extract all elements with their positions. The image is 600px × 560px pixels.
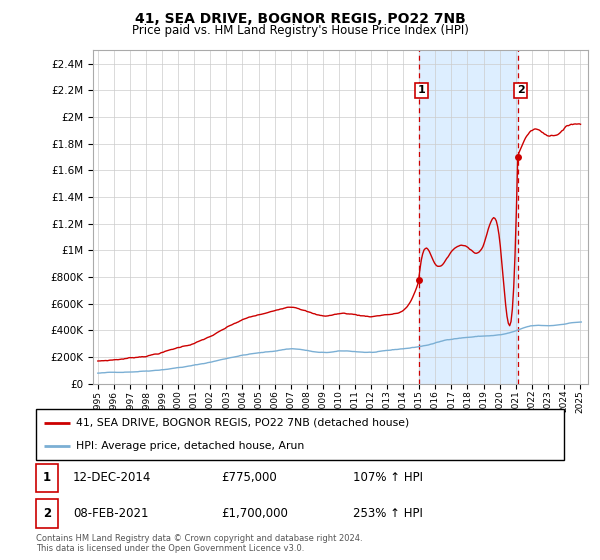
Text: 2: 2 bbox=[43, 507, 51, 520]
Text: 253% ↑ HPI: 253% ↑ HPI bbox=[353, 507, 422, 520]
Text: £775,000: £775,000 bbox=[221, 472, 277, 484]
Text: HPI: Average price, detached house, Arun: HPI: Average price, detached house, Arun bbox=[76, 441, 304, 451]
Text: £1,700,000: £1,700,000 bbox=[221, 507, 287, 520]
Text: 08-FEB-2021: 08-FEB-2021 bbox=[73, 507, 148, 520]
Bar bbox=[419, 50, 518, 384]
Text: 41, SEA DRIVE, BOGNOR REGIS, PO22 7NB: 41, SEA DRIVE, BOGNOR REGIS, PO22 7NB bbox=[134, 12, 466, 26]
Text: 1: 1 bbox=[43, 472, 51, 484]
Bar bbox=[36, 499, 58, 528]
Bar bbox=[36, 464, 58, 492]
Text: 12-DEC-2014: 12-DEC-2014 bbox=[73, 472, 151, 484]
Text: 1: 1 bbox=[418, 85, 425, 95]
Text: 2: 2 bbox=[517, 85, 524, 95]
Text: Contains HM Land Registry data © Crown copyright and database right 2024.
This d: Contains HM Land Registry data © Crown c… bbox=[36, 534, 362, 553]
Text: Price paid vs. HM Land Registry's House Price Index (HPI): Price paid vs. HM Land Registry's House … bbox=[131, 24, 469, 36]
Text: 107% ↑ HPI: 107% ↑ HPI bbox=[353, 472, 423, 484]
Text: 41, SEA DRIVE, BOGNOR REGIS, PO22 7NB (detached house): 41, SEA DRIVE, BOGNOR REGIS, PO22 7NB (d… bbox=[76, 418, 409, 428]
